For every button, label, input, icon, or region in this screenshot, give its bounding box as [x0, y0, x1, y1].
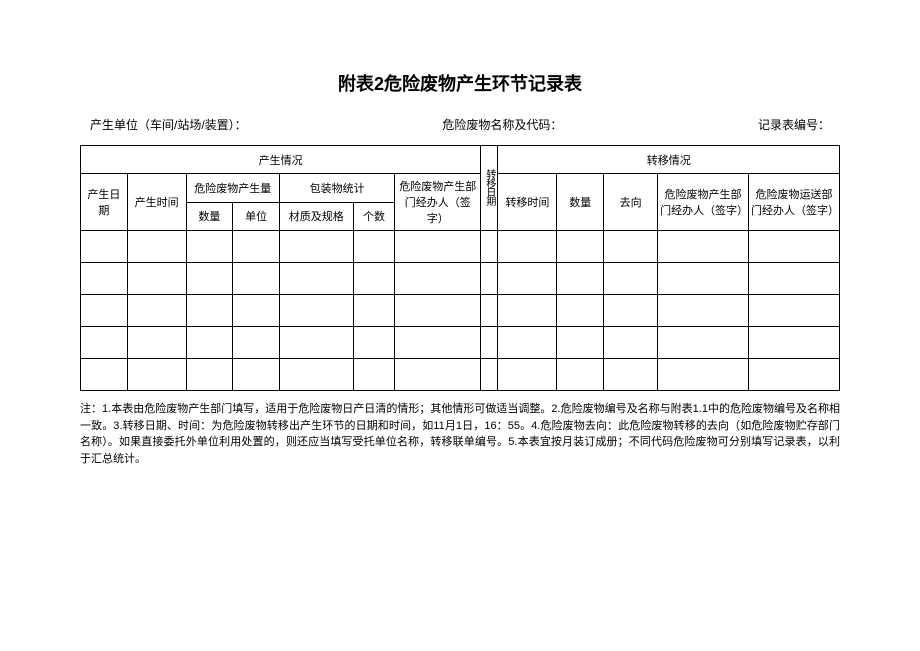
header-transfer-date: 转移日期 — [481, 146, 498, 231]
header-produce-amount: 危险废物产生量 — [186, 174, 279, 203]
header-transfer-qty: 数量 — [557, 174, 604, 231]
header-produce-time: 产生时间 — [127, 174, 186, 231]
header-spec: 材质及规格 — [279, 202, 353, 231]
header-transport-handler: 危险废物运送部门经办人（签字） — [748, 174, 839, 231]
header-produce-section: 产生情况 — [81, 146, 481, 174]
record-table: 产生情况 转移日期 转移情况 产生日期 产生时间 危险废物产生量 包装物统计 危… — [80, 145, 840, 391]
table-row — [81, 231, 840, 263]
header-count: 个数 — [353, 202, 395, 231]
page-title: 附表2危险废物产生环节记录表 — [80, 70, 840, 96]
info-row: 产生单位（车间/站场/装置）： 危险废物名称及代码： 记录表编号： — [80, 116, 840, 133]
table-row — [81, 359, 840, 391]
table-body — [81, 231, 840, 391]
header-package-stats: 包装物统计 — [279, 174, 394, 203]
unit-label: 产生单位（车间/站场/装置）： — [90, 116, 247, 133]
header-transfer-time: 转移时间 — [498, 174, 557, 231]
footnotes: 注：1.本表由危险废物产生部门填写，适用于危险废物日产日清的情形；其他情形可做适… — [80, 401, 840, 467]
waste-label: 危险废物名称及代码： — [442, 116, 562, 133]
table-row — [81, 263, 840, 295]
record-label: 记录表编号： — [758, 116, 830, 133]
header-unit: 单位 — [233, 202, 280, 231]
header-transfer-handler: 危险废物产生部门经办人（签字） — [658, 174, 749, 231]
header-transfer-section: 转移情况 — [498, 146, 840, 174]
header-produce-handler: 危险废物产生部门经办人（签字） — [395, 174, 481, 231]
header-qty: 数量 — [186, 202, 233, 231]
header-destination: 去向 — [604, 174, 658, 231]
header-produce-date: 产生日期 — [81, 174, 128, 231]
table-row — [81, 327, 840, 359]
table-row — [81, 295, 840, 327]
